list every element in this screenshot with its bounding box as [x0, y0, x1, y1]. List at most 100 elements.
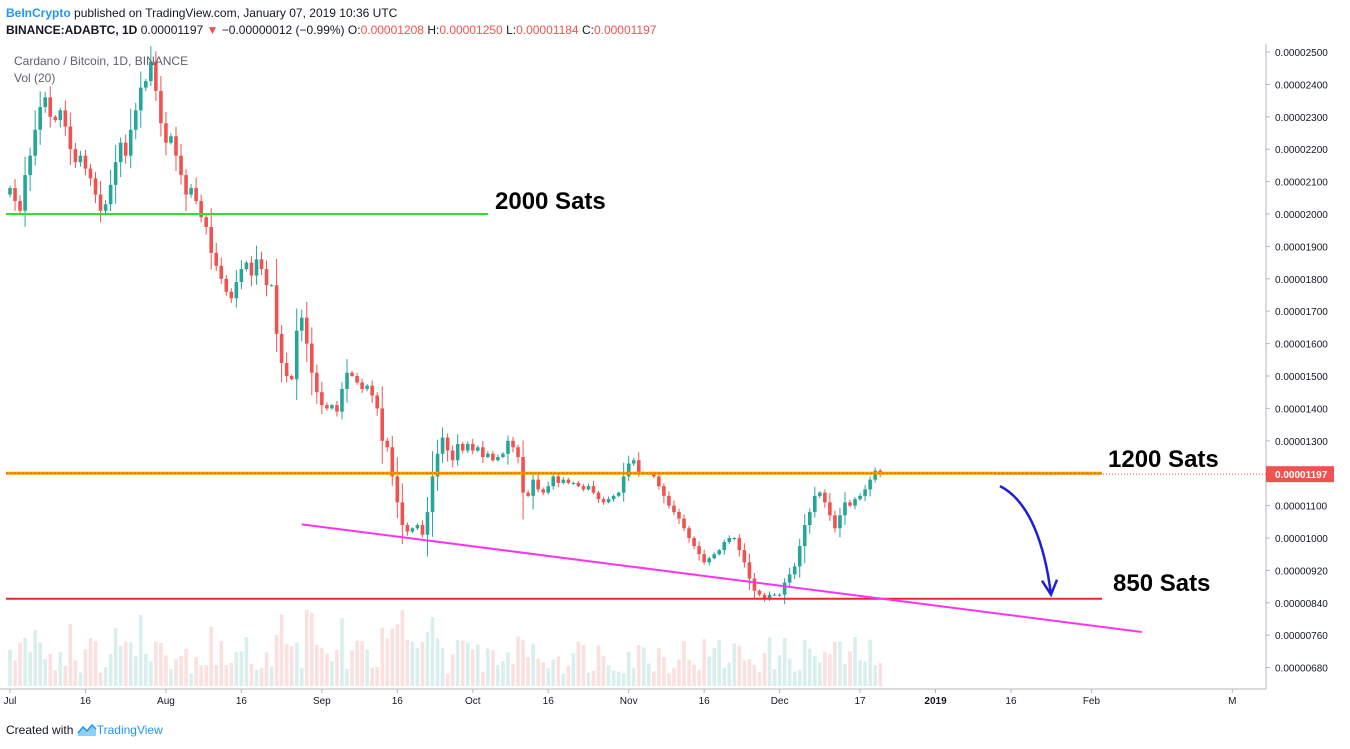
candle-body — [179, 155, 183, 176]
volume-bar — [782, 638, 787, 686]
candle-body — [586, 486, 591, 490]
candle-body — [772, 594, 777, 596]
candle-body — [450, 450, 455, 461]
candle-body — [596, 492, 601, 500]
volume-bar — [58, 652, 63, 686]
candle-body — [249, 262, 254, 276]
volume-bar — [169, 669, 173, 686]
candle-body — [405, 525, 410, 532]
candle-body — [204, 217, 208, 227]
volume-bar — [641, 647, 646, 686]
candle-body — [254, 259, 259, 276]
volume-bar — [93, 641, 98, 686]
candle-body — [78, 155, 83, 163]
candle-body — [199, 201, 203, 218]
candle-body — [611, 495, 616, 500]
candle-body — [475, 447, 480, 451]
candle-body — [838, 515, 842, 529]
volume-bar — [410, 641, 415, 686]
candle-body — [83, 155, 88, 169]
candle-body — [606, 499, 611, 503]
volume-bar — [108, 654, 113, 686]
volume-bar — [355, 640, 359, 686]
candle-body — [375, 395, 379, 409]
volume-bar — [149, 661, 153, 686]
volume-bar — [652, 671, 656, 686]
candle-body — [420, 525, 425, 535]
volume-bar — [747, 659, 752, 686]
tradingview-link[interactable]: TradingView — [96, 723, 163, 737]
volume-bar — [486, 648, 490, 686]
volume-bar — [797, 669, 802, 686]
level-label-1200: 1200 Sats — [1108, 446, 1219, 473]
volume-bar — [767, 637, 772, 686]
volume-bar — [606, 665, 611, 686]
volume-bar — [234, 651, 239, 686]
volume-bar — [591, 670, 596, 686]
candle-body — [481, 447, 485, 457]
candle-body — [516, 447, 520, 457]
candle-body — [103, 204, 108, 211]
volume-bar — [13, 660, 17, 686]
volume-bar — [118, 645, 123, 686]
candle-body — [395, 476, 400, 503]
candle-body — [28, 155, 32, 176]
candle-body — [460, 444, 465, 451]
y-tick-label: 0.00001300 — [1275, 437, 1328, 448]
tradingview-logo-icon[interactable] — [77, 723, 97, 740]
candle-body — [138, 87, 143, 111]
candle-body — [23, 175, 27, 211]
y-tick-label: 0.00001500 — [1275, 372, 1328, 383]
volume-bar — [164, 655, 168, 686]
volume-bar — [370, 667, 374, 686]
candle-body — [118, 142, 123, 163]
y-tick-label: 0.00002400 — [1275, 80, 1328, 91]
volume-legend[interactable]: Vol (20) — [14, 71, 56, 85]
x-tick-label: 16 — [392, 696, 404, 707]
candle-body — [702, 554, 706, 563]
x-tick-label: 2019 — [924, 696, 947, 707]
candle-body — [762, 594, 767, 599]
volume-bar — [360, 641, 364, 686]
down-arrow-icon: ▼ — [206, 23, 219, 37]
candle-body — [470, 444, 475, 451]
candle-body — [531, 479, 535, 496]
volume-bar — [702, 639, 706, 686]
volume-bar — [405, 639, 410, 686]
candle-body — [299, 317, 304, 331]
author-link[interactable]: BeInCrypto — [6, 6, 71, 20]
volume-bar — [792, 671, 797, 686]
volume-bar — [611, 670, 616, 686]
volume-bar — [465, 642, 470, 686]
support-trendline — [301, 523, 1142, 633]
volume-bar — [863, 661, 867, 686]
y-tick-label: 0.00001600 — [1275, 340, 1328, 351]
candle-body — [551, 476, 556, 487]
volume-bar — [229, 662, 234, 686]
candle-body — [496, 457, 500, 461]
volume-bar — [677, 659, 681, 686]
publish-line: BeInCrypto published on TradingView.com,… — [6, 6, 397, 20]
volume-bar — [194, 657, 198, 686]
x-tick-label: 16 — [80, 696, 92, 707]
projection-arrow-path — [999, 485, 1053, 595]
volume-bar — [279, 614, 284, 686]
last-price-tag — [1266, 466, 1334, 483]
candle-body — [184, 175, 188, 195]
volume-bar — [853, 636, 857, 686]
pair-legend[interactable]: Cardano / Bitcoin, 1D, BINANCE — [14, 54, 189, 68]
volume-bar — [28, 652, 32, 686]
y-tick-label: 0.00000840 — [1275, 599, 1328, 610]
candle-body — [88, 168, 93, 179]
volume-bar — [536, 658, 540, 686]
y-tick-label: 0.00000920 — [1275, 566, 1328, 577]
candle-body — [390, 447, 395, 477]
candle-body — [576, 482, 581, 487]
created-with-label: Created with — [6, 723, 74, 737]
volume-bar — [757, 672, 762, 686]
volume-bar — [264, 652, 269, 686]
candle-body — [511, 440, 515, 448]
volume-bar — [123, 641, 128, 686]
x-tick-label: Oct — [465, 696, 481, 707]
